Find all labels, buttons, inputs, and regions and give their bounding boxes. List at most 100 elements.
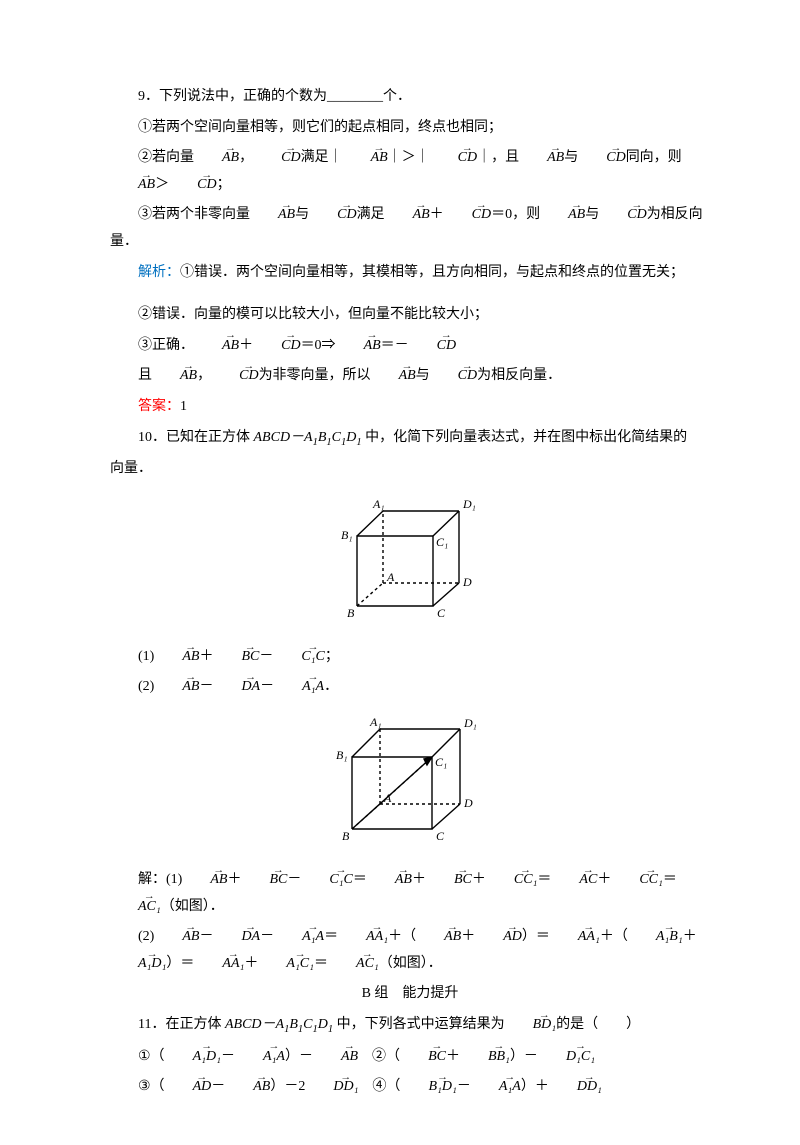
vec-AB: AB [385,202,430,229]
vec-C1C: C₁C [273,644,325,671]
text: 与 [416,368,430,383]
text: ｜＞｜ [388,150,430,165]
text: － [260,679,274,694]
text: ）＋ [521,1079,549,1094]
text: 的是（ ） [556,1017,640,1032]
text: ＋ [461,929,475,944]
text: ＋ [244,956,258,971]
vec-AB: AB [540,202,585,229]
text: － [259,649,273,664]
q9-item3: ③若两个非零向量AB与CD满足AB＋CD＝0，则AB与CD为相反向量． [110,202,710,255]
text: － [260,929,274,944]
text: ＝ [353,872,367,887]
vec-AC: AC [551,867,597,894]
label-A1: A₁ [372,497,385,511]
label-D: D [463,796,473,810]
vec-A1D1: A₁D₁ [110,951,166,978]
text: － [221,1049,235,1064]
vec-AB: AB [154,924,199,951]
vec-AB: AB [110,172,155,199]
q9-item1: ①若两个空间向量相等，则它们的起点相同，终点也相同； [110,115,710,142]
text: 满足 [357,207,385,222]
text: ＋ [199,649,213,664]
vec-AB: AB [313,1044,358,1071]
text: ④（ [358,1079,400,1094]
text: ②（ [358,1049,400,1064]
text: 与 [585,207,599,222]
text: ＝ [314,956,328,971]
text: ， [197,368,211,383]
vec-B1D1: B₁D₁ [400,1074,456,1101]
vec-CD: CD [253,145,300,172]
q10-sub1: (1)AB＋BC－C₁C； [110,644,710,671]
text: ＝0⇒ [301,338,336,353]
vec-AC1: AC₁ [328,951,379,978]
text: (2) [138,929,154,944]
q9-analysis2: ②错误．向量的模可以比较大小，但向量不能比较大小； [110,302,710,329]
label-A: A [383,791,392,805]
vec-BC: BC [400,1044,446,1071]
vec-AD: AD [475,924,522,951]
vec-A1A: A₁A [471,1074,521,1101]
text: － [287,872,301,887]
q10-sol2: (2)AB－DA－A₁A＝AA₁＋（AB＋AD）＝AA₁＋（A₁B₁＋A₁D₁）… [110,924,710,977]
vec-AB: AB [182,867,227,894]
text: ， [239,150,253,165]
vec-AB: AB [343,145,388,172]
vec-D1C1: D₁C₁ [538,1044,595,1071]
answer-label: 答案： [138,399,180,414]
q10-stem: 10．已知在正方体 ABCD－A1B1C1D1 中，化简下列向量表达式，并在图中… [110,425,710,453]
vec-AB: AB [194,333,239,360]
text: ③若两个非零向量 [138,207,250,222]
vec-C1C: C₁C [301,867,353,894]
text: (1) [166,872,182,887]
vec-AB: AB [416,924,461,951]
text: ＋ [430,207,444,222]
text: 中，下列各式中运算结果为 [333,1017,505,1032]
label-C: C [437,606,446,620]
text: ＋ [412,872,426,887]
vec-A1D1: A₁D₁ [165,1044,221,1071]
text: ＋（ [600,929,628,944]
text: ＞ [155,177,169,192]
text: ②若向量 [138,150,194,165]
label-B1: B₁ [341,528,353,542]
vec-AA1: AA₁ [550,924,600,951]
q11-opts12: ①（A₁D₁－A₁A）－AB ②（BC＋BB₁）－D₁C₁ [110,1044,710,1071]
text: ）－ [285,1049,313,1064]
text: 且 [138,368,152,383]
text: ）＝ [522,929,550,944]
text: （如图）． [161,899,224,914]
label-A: A [386,570,395,584]
vec-CD: CD [578,145,625,172]
vec-CD: CD [430,145,477,172]
text: ． [324,679,338,694]
q10-sub2: (2)AB－DA－A₁A． [110,674,710,701]
vec-CD: CD [430,363,477,390]
text: 同向，则 [626,150,682,165]
vec-CD: CD [409,333,456,360]
q11-opts34: ③（AD－AB）－2DD₁ ④（B₁D₁－A₁A）＋DD₁ [110,1074,710,1101]
text: 与 [295,207,309,222]
q9-analysis3: ③正确．AB＋CD＝0⇒AB＝－CD [110,333,710,360]
text: ）＝ [166,956,194,971]
text: － [199,679,213,694]
vec-BC: BC [426,867,472,894]
vec-BC: BC [241,867,287,894]
q10-sol1: 解：(1)AB＋BC－C₁C＝AB＋BC＋CC₁＝AC＋CC₁＝AC₁（如图）． [110,867,710,920]
label-B1: B₁ [336,748,348,762]
vec-CD: CD [599,202,646,229]
vec-CD: CD [211,363,258,390]
text: 为相反向量． [477,368,561,383]
vec-AC1: AC₁ [110,894,161,921]
analysis-label: 解析： [138,265,180,280]
sol-label: 解： [138,872,166,887]
text: 11．在正方体 [138,1017,225,1032]
vec-A1C1: A₁C₁ [258,951,314,978]
vec-DD1: DD₁ [305,1074,358,1101]
vec-AB: AB [152,363,197,390]
vec-BC: BC [213,644,259,671]
text: ＝ [324,929,338,944]
vec-AB: AB [371,363,416,390]
vec-AB: AB [154,644,199,671]
